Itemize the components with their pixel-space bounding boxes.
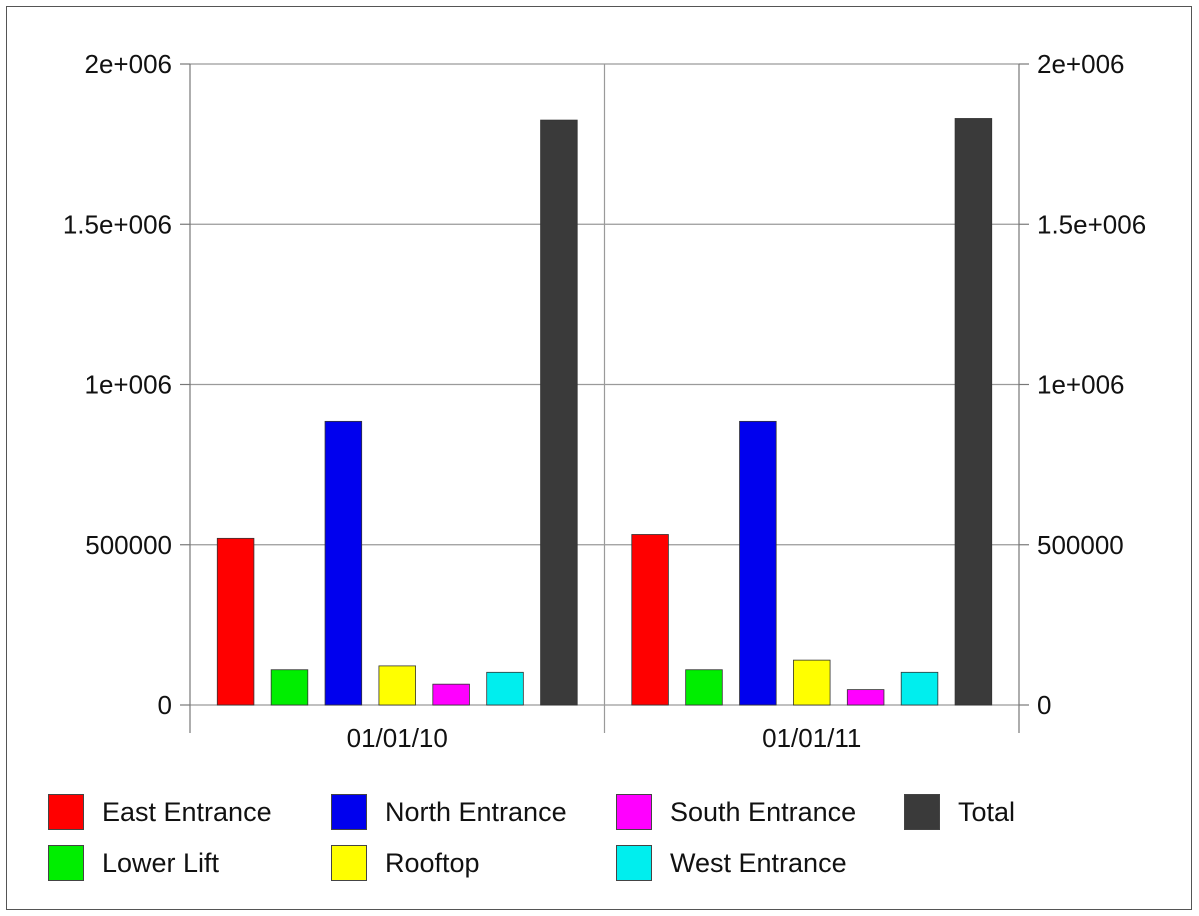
y-tick-label-left: 500000 <box>85 530 172 560</box>
legend-item: Rooftop <box>331 843 480 883</box>
tick-labels: 0 0 500000 500000 1e+006 1e+006 1.5e+006 1.5e+0… <box>63 49 1146 753</box>
legend-swatch <box>616 845 652 881</box>
legend-label: Rooftop <box>385 847 480 878</box>
legend-swatch <box>331 845 367 881</box>
legend-item: East Entrance <box>48 792 272 832</box>
legend-label: Lower Lift <box>102 847 220 878</box>
bar-south-entrance <box>432 683 470 706</box>
legend-swatch <box>616 794 652 830</box>
y-tick-label-left: 0 <box>158 690 172 720</box>
y-tick-label-right: 500000 <box>1037 530 1124 560</box>
legend-item: South Entrance <box>616 792 856 832</box>
bar-east-entrance <box>631 534 669 706</box>
legend-item: Lower Lift <box>48 843 219 883</box>
legend-label: Total <box>958 796 1016 827</box>
y-tick-label-right: 1.5e+006 <box>1037 209 1146 239</box>
bar-south-entrance <box>846 689 885 706</box>
x-category-label: 01/01/11 <box>762 723 861 753</box>
bar-lower-lift <box>685 669 723 706</box>
bar-rooftop <box>793 659 831 706</box>
bar-lower-lift <box>270 669 309 706</box>
bar-east-entrance <box>216 537 255 706</box>
y-tick-label-right: 0 <box>1037 690 1051 720</box>
y-tick-label-left: 2e+006 <box>85 49 172 79</box>
bar-rooftop <box>378 665 416 706</box>
x-category-label: 01/01/10 <box>347 723 448 753</box>
legend-swatch <box>48 845 84 881</box>
bar-north-entrance <box>739 420 777 706</box>
bar-total <box>954 118 993 706</box>
legend-label: West Entrance <box>670 847 847 878</box>
axes <box>180 63 1029 733</box>
legend-swatch <box>904 794 940 830</box>
bar-chart: 0 0 500000 500000 1e+006 1e+006 1.5e+006 1.5e+0… <box>63 49 1146 753</box>
chart-frame <box>6 6 1192 910</box>
bars <box>216 118 993 706</box>
legend-item: Total <box>904 792 1015 832</box>
legend: East Entrance Lower Lift North Entrance Roo… <box>48 792 1148 902</box>
legend-label: East Entrance <box>102 796 272 827</box>
legend-label: South Entrance <box>670 796 857 827</box>
bar-west-entrance <box>486 671 524 706</box>
y-tick-label-left: 1.5e+006 <box>63 209 172 239</box>
legend-item: West Entrance <box>616 843 847 883</box>
y-tick-label-right: 2e+006 <box>1037 49 1124 79</box>
legend-swatch <box>331 794 367 830</box>
bar-total <box>540 119 578 706</box>
bar-north-entrance <box>324 420 363 706</box>
y-tick-label-right: 1e+006 <box>1037 370 1124 400</box>
y-tick-label-left: 1e+006 <box>85 370 172 400</box>
bar-west-entrance <box>900 671 939 706</box>
legend-label: North Entrance <box>385 796 567 827</box>
legend-item: North Entrance <box>331 792 567 832</box>
legend-swatch <box>48 794 84 830</box>
